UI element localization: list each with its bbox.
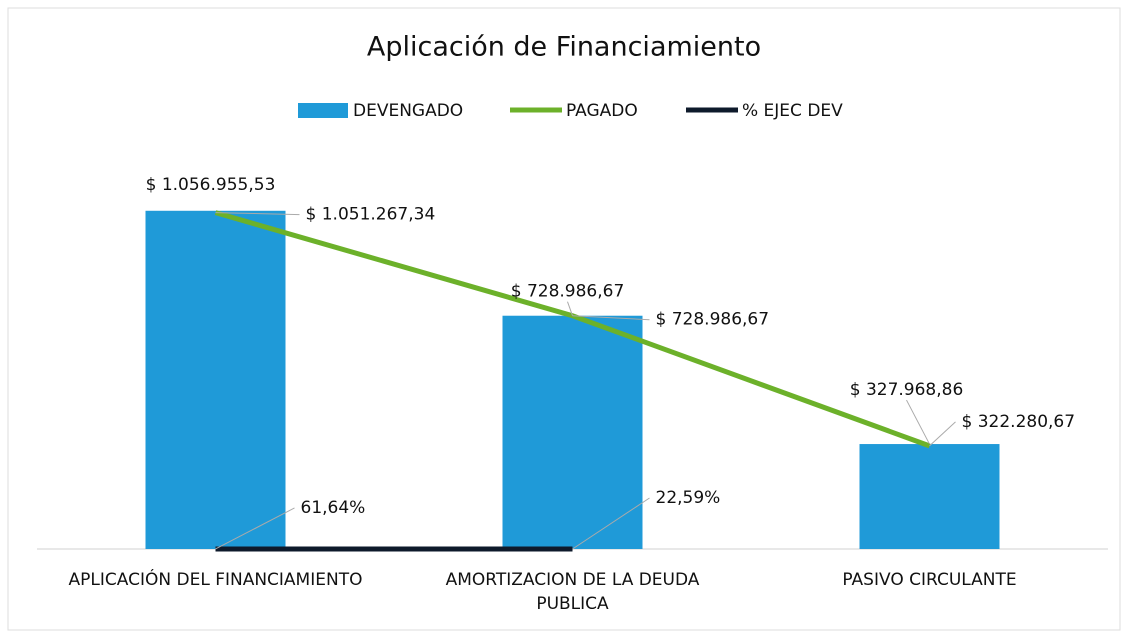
data-label: $ 322.280,67 [962, 412, 1076, 432]
legend-label: PAGADO [566, 101, 638, 121]
chart-frame [7, 7, 1121, 631]
data-label: 22,59% [656, 488, 721, 508]
legend-swatch [298, 103, 348, 118]
leader-line [215, 212, 300, 216]
bar [145, 210, 286, 549]
x-tick-label: AMORTIZACION DE LA DEUDA PUBLICA [445, 570, 700, 614]
data-label: 61,64% [301, 498, 366, 518]
leader-line [929, 421, 956, 447]
legend-label: DEVENGADO [353, 101, 463, 121]
leader-line [567, 301, 573, 316]
data-label: $ 327.968,86 [850, 380, 964, 400]
bar [859, 444, 1000, 549]
chart-title: Aplicación de Financiamiento [367, 32, 761, 63]
leader-line [215, 507, 295, 550]
data-label: $ 728.986,67 [511, 282, 625, 302]
legend-label: % EJEC DEV [742, 101, 843, 121]
data-label: $ 728.986,67 [656, 310, 770, 330]
leader-line [572, 497, 650, 550]
bar [502, 315, 643, 549]
leader-line [906, 399, 930, 445]
data-label: $ 1.056.955,53 [146, 175, 276, 195]
leader-line [572, 315, 650, 321]
x-tick-label: APLICACIÓN DEL FINANCIAMIENTO [68, 570, 363, 590]
x-tick-label: PASIVO CIRCULANTE [842, 570, 1017, 590]
data-label: $ 1.051.267,34 [306, 205, 436, 225]
